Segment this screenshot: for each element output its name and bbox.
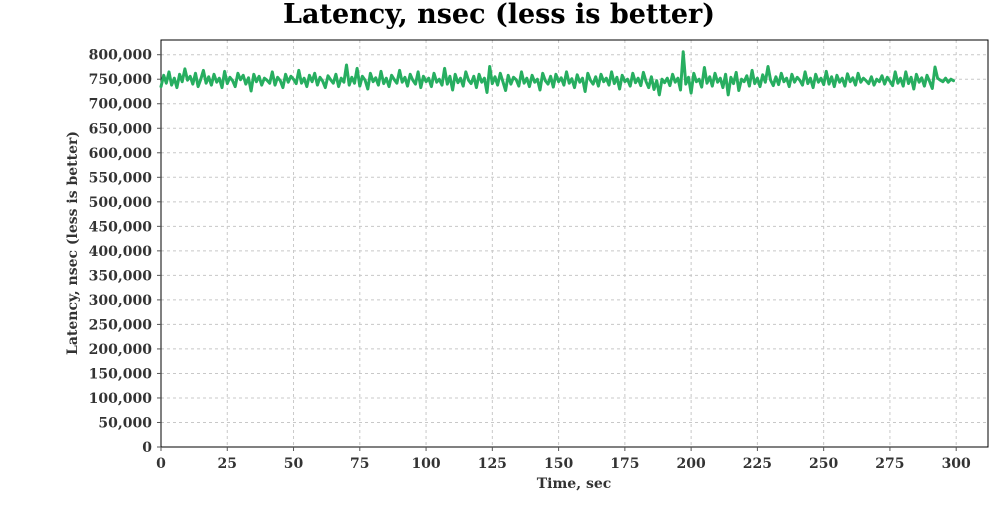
x-tick-label: 225 bbox=[743, 456, 772, 472]
x-tick-label: 250 bbox=[809, 456, 838, 472]
y-tick-label: 250,000 bbox=[89, 317, 153, 333]
y-tick-label: 50,000 bbox=[98, 415, 152, 431]
y-tick-label: 150,000 bbox=[89, 366, 153, 382]
y-tick-label: 500,000 bbox=[89, 195, 153, 211]
x-tick-label: 175 bbox=[610, 456, 639, 472]
x-tick-label: 275 bbox=[875, 456, 904, 472]
y-tick-label: 700,000 bbox=[89, 97, 153, 113]
y-tick-label: 550,000 bbox=[89, 170, 153, 186]
x-axis: 0 25 50 75 100 125 150 175 200 225 250 275 300 bbox=[156, 447, 971, 472]
x-tick-label: 200 bbox=[677, 456, 706, 472]
y-tick-label: 0 bbox=[142, 440, 152, 456]
y-tick-label: 100,000 bbox=[89, 391, 153, 407]
x-tick-label: 100 bbox=[411, 456, 440, 472]
y-tick-label: 350,000 bbox=[89, 268, 153, 284]
grid-lines bbox=[161, 40, 988, 447]
y-tick-label: 300,000 bbox=[89, 293, 153, 309]
series-line bbox=[159, 50, 955, 97]
x-tick-label: 25 bbox=[218, 456, 237, 472]
plot-area bbox=[161, 40, 988, 447]
y-axis-label: Latency, nsec (less is better) bbox=[65, 131, 81, 355]
x-tick-label: 0 bbox=[156, 456, 166, 472]
plot-border bbox=[160, 39, 989, 448]
x-tick-label: 125 bbox=[478, 456, 507, 472]
y-tick-label: 400,000 bbox=[89, 244, 153, 260]
x-tick-label: 50 bbox=[284, 456, 304, 472]
y-tick-label: 200,000 bbox=[89, 342, 153, 358]
y-tick-label: 800,000 bbox=[89, 48, 153, 64]
x-tick-label: 150 bbox=[544, 456, 573, 472]
y-tick-label: 650,000 bbox=[89, 121, 153, 137]
series-group bbox=[159, 50, 955, 97]
x-tick-label: 300 bbox=[942, 456, 971, 472]
x-axis-label: Time, sec bbox=[537, 476, 612, 492]
y-axis: 0 50,000 100,000 150,000 200,000 250,000 300,0… bbox=[89, 48, 161, 456]
x-tick-label: 75 bbox=[350, 456, 369, 472]
chart-title: Latency, nsec (less is better) bbox=[283, 0, 715, 30]
y-tick-label: 600,000 bbox=[89, 146, 153, 162]
y-tick-label: 750,000 bbox=[89, 72, 153, 88]
y-tick-label: 450,000 bbox=[89, 219, 153, 235]
